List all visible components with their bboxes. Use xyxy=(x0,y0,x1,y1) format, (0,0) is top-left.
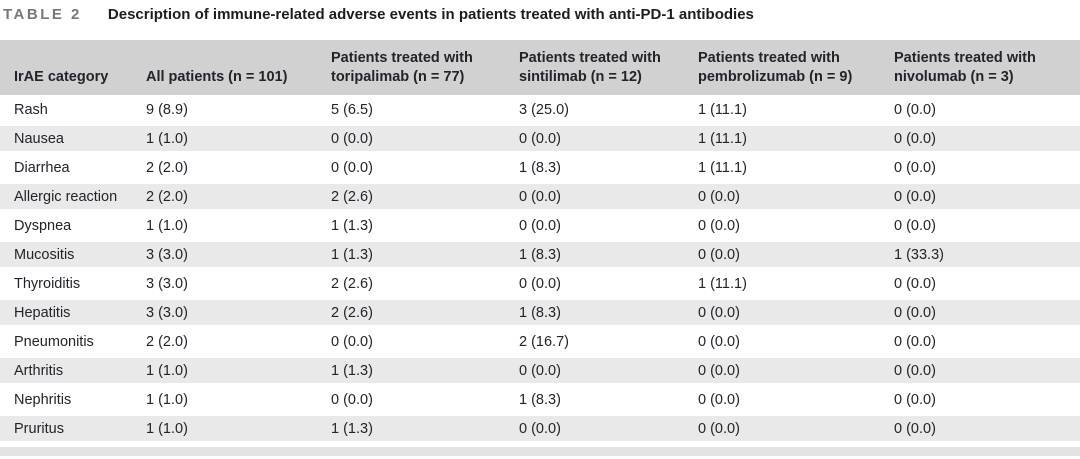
category-cell: Pruritus xyxy=(0,414,146,443)
value-cell: 0 (0.0) xyxy=(331,124,519,153)
value-cell: 1 (8.3) xyxy=(519,153,698,182)
category-cell: Hepatitis xyxy=(0,298,146,327)
value-cell: 1 (1.3) xyxy=(331,356,519,385)
value-cell: 1 (1.0) xyxy=(146,414,331,443)
category-cell: Nephritis xyxy=(0,385,146,414)
column-header: IrAE category xyxy=(0,40,146,95)
value-cell: 0 (0.0) xyxy=(519,182,698,211)
value-cell: 0 (0.0) xyxy=(519,356,698,385)
table-number-label: TABLE 2 xyxy=(3,6,82,23)
category-cell: Nausea xyxy=(0,124,146,153)
table-caption-text: Description of immune-related adverse ev… xyxy=(107,6,754,23)
value-cell: 1 (8.3) xyxy=(519,298,698,327)
value-cell: 1 (1.0) xyxy=(146,211,331,240)
value-cell: 0 (0.0) xyxy=(698,211,894,240)
table-header: IrAE category All patients (n = 101) Patie… xyxy=(0,40,1080,95)
value-cell: 1 (1.3) xyxy=(331,414,519,443)
table-row: Rash 9 (8.9) 5 (6.5) 3 (25.0) 1 (11.1) 0 (0.0… xyxy=(0,95,1080,124)
column-header: All patients (n = 101) xyxy=(146,40,331,95)
irae-table: IrAE category All patients (n = 101) Patie… xyxy=(0,40,1080,443)
value-cell: 0 (0.0) xyxy=(698,182,894,211)
value-cell: 2 (2.0) xyxy=(146,182,331,211)
table-row: Pruritus 1 (1.0) 1 (1.3) 0 (0.0) 0 (0.0) 0 (0… xyxy=(0,414,1080,443)
value-cell: 1 (1.3) xyxy=(331,211,519,240)
value-cell: 1 (11.1) xyxy=(698,269,894,298)
value-cell: 2 (2.0) xyxy=(146,327,331,356)
category-cell: Dyspnea xyxy=(0,211,146,240)
value-cell: 0 (0.0) xyxy=(698,298,894,327)
table-body: Rash 9 (8.9) 5 (6.5) 3 (25.0) 1 (11.1) 0 (0.0… xyxy=(0,95,1080,443)
value-cell: 0 (0.0) xyxy=(519,269,698,298)
table-row: Hepatitis 3 (3.0) 2 (2.6) 1 (8.3) 0 (0.0) 0 (… xyxy=(0,298,1080,327)
value-cell: 0 (0.0) xyxy=(894,182,1080,211)
value-cell: 0 (0.0) xyxy=(894,95,1080,124)
column-header: Patients treated with pembrolizumab (n =… xyxy=(698,40,894,95)
table-row: Dyspnea 1 (1.0) 1 (1.3) 0 (0.0) 0 (0.0) 0 (0.… xyxy=(0,211,1080,240)
header-row: IrAE category All patients (n = 101) Patie… xyxy=(0,40,1080,95)
value-cell: 0 (0.0) xyxy=(894,211,1080,240)
value-cell: 2 (2.0) xyxy=(146,153,331,182)
category-cell: Thyroiditis xyxy=(0,269,146,298)
value-cell: 0 (0.0) xyxy=(331,385,519,414)
value-cell: 0 (0.0) xyxy=(894,298,1080,327)
category-cell: Mucositis xyxy=(0,240,146,269)
value-cell: 0 (0.0) xyxy=(698,414,894,443)
value-cell: 2 (2.6) xyxy=(331,182,519,211)
category-cell: Pneumonitis xyxy=(0,327,146,356)
value-cell: 1 (1.0) xyxy=(146,385,331,414)
value-cell: 0 (0.0) xyxy=(519,414,698,443)
table-caption: TABLE 2 Description of immune-related ad… xyxy=(0,0,1080,40)
table-row: Thyroiditis 3 (3.0) 2 (2.6) 0 (0.0) 1 (11.1)… xyxy=(0,269,1080,298)
column-header: Patients treated with sintilimab (n = 12… xyxy=(519,40,698,95)
table-row: Nephritis 1 (1.0) 0 (0.0) 1 (8.3) 0 (0.0) 0 (… xyxy=(0,385,1080,414)
value-cell: 0 (0.0) xyxy=(894,124,1080,153)
value-cell: 0 (0.0) xyxy=(698,327,894,356)
category-cell: Diarrhea xyxy=(0,153,146,182)
value-cell: 5 (6.5) xyxy=(331,95,519,124)
value-cell: 0 (0.0) xyxy=(331,153,519,182)
value-cell: 0 (0.0) xyxy=(894,327,1080,356)
value-cell: 1 (1.0) xyxy=(146,124,331,153)
table-row: Pneumonitis 2 (2.0) 0 (0.0) 2 (16.7) 0 (0.0)… xyxy=(0,327,1080,356)
table-row: Allergic reaction 2 (2.0) 2 (2.6) 0 (0.0) 0 … xyxy=(0,182,1080,211)
table-bottom-rule xyxy=(0,447,1080,456)
value-cell: 1 (11.1) xyxy=(698,124,894,153)
value-cell: 2 (2.6) xyxy=(331,298,519,327)
value-cell: 3 (3.0) xyxy=(146,298,331,327)
value-cell: 3 (3.0) xyxy=(146,269,331,298)
value-cell: 0 (0.0) xyxy=(519,211,698,240)
category-cell: Allergic reaction xyxy=(0,182,146,211)
value-cell: 3 (3.0) xyxy=(146,240,331,269)
category-cell: Rash xyxy=(0,95,146,124)
table-row: Diarrhea 2 (2.0) 0 (0.0) 1 (8.3) 1 (11.1) 0 (… xyxy=(0,153,1080,182)
value-cell: 1 (11.1) xyxy=(698,95,894,124)
value-cell: 1 (8.3) xyxy=(519,240,698,269)
value-cell: 9 (8.9) xyxy=(146,95,331,124)
value-cell: 0 (0.0) xyxy=(894,356,1080,385)
column-header: Patients treated with toripalimab (n = 7… xyxy=(331,40,519,95)
column-header: Patients treated with nivolumab (n = 3) xyxy=(894,40,1080,95)
table-row: Arthritis 1 (1.0) 1 (1.3) 0 (0.0) 0 (0.0) 0 (… xyxy=(0,356,1080,385)
value-cell: 0 (0.0) xyxy=(894,414,1080,443)
value-cell: 2 (16.7) xyxy=(519,327,698,356)
value-cell: 0 (0.0) xyxy=(698,356,894,385)
value-cell: 0 (0.0) xyxy=(894,269,1080,298)
value-cell: 1 (33.3) xyxy=(894,240,1080,269)
value-cell: 0 (0.0) xyxy=(519,124,698,153)
value-cell: 0 (0.0) xyxy=(894,153,1080,182)
value-cell: 3 (25.0) xyxy=(519,95,698,124)
value-cell: 1 (1.3) xyxy=(331,240,519,269)
table-row: Nausea 1 (1.0) 0 (0.0) 0 (0.0) 1 (11.1) 0 (0.… xyxy=(0,124,1080,153)
value-cell: 0 (0.0) xyxy=(698,385,894,414)
value-cell: 1 (8.3) xyxy=(519,385,698,414)
value-cell: 0 (0.0) xyxy=(331,327,519,356)
category-cell: Arthritis xyxy=(0,356,146,385)
value-cell: 1 (11.1) xyxy=(698,153,894,182)
value-cell: 0 (0.0) xyxy=(698,240,894,269)
value-cell: 0 (0.0) xyxy=(894,385,1080,414)
value-cell: 1 (1.0) xyxy=(146,356,331,385)
value-cell: 2 (2.6) xyxy=(331,269,519,298)
table-row: Mucositis 3 (3.0) 1 (1.3) 1 (8.3) 0 (0.0) 1 (… xyxy=(0,240,1080,269)
